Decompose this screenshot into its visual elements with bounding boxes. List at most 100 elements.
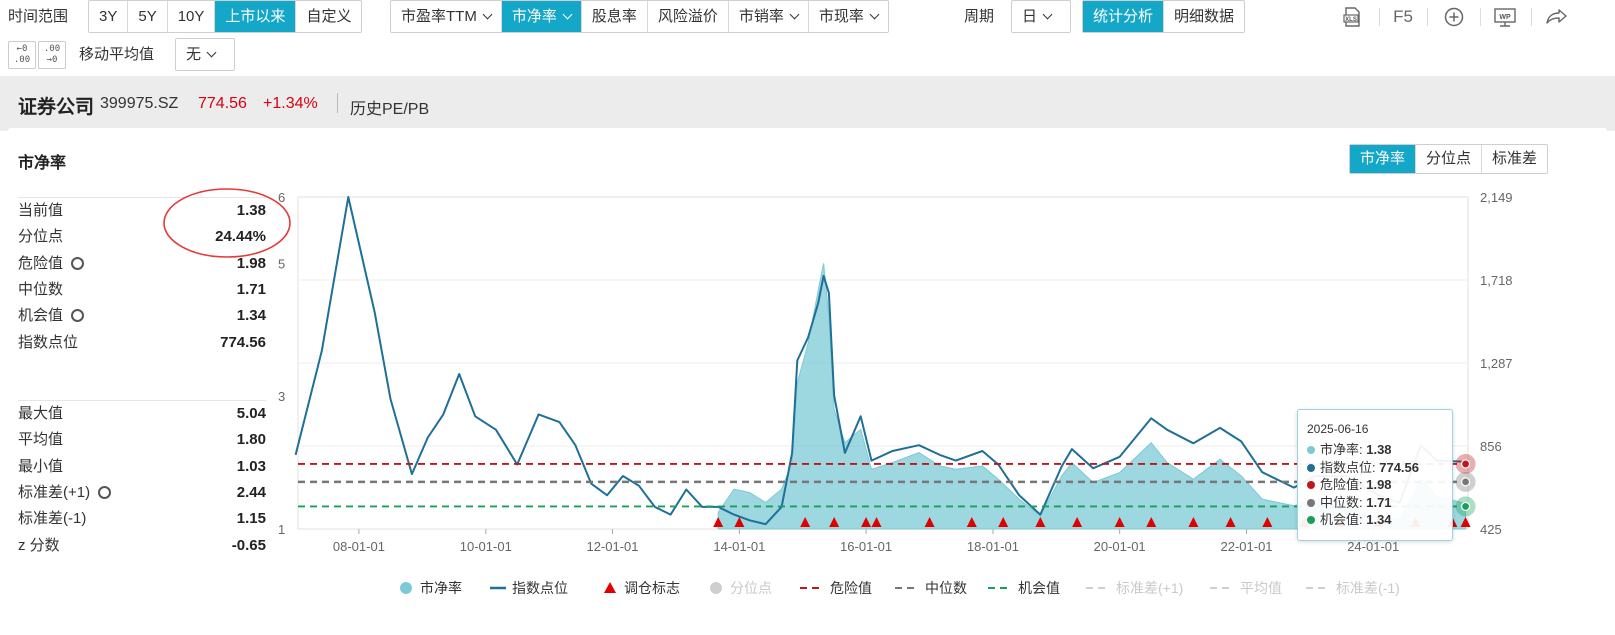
legend-item[interactable]: 中位数 [895, 578, 967, 598]
tooltip-dot-icon [1307, 498, 1315, 507]
panel-tab-2-label: 标准差 [1492, 150, 1538, 167]
chevron-down-icon [869, 9, 880, 20]
chevron-down-icon [482, 9, 493, 20]
signal-marker [1072, 517, 1083, 527]
stat-summary-value: 1.15 [236, 510, 266, 528]
panel-tab-0[interactable]: 市净率 [1350, 145, 1417, 173]
legend-item[interactable]: 平均值 [1210, 578, 1282, 598]
decimal-decrease-icon[interactable]: ←0.00 [8, 41, 36, 69]
view-button-0[interactable]: 统计分析 [1083, 1, 1165, 32]
x-tick-label: 18-01-01 [967, 539, 1019, 554]
legend-item[interactable]: 标准差(+1) [1086, 578, 1183, 598]
gear-icon[interactable] [98, 485, 112, 499]
history-pe-pb-link[interactable]: 历史PE/PB [350, 101, 430, 118]
metric-button-2[interactable]: 股息率 [582, 1, 648, 32]
stat-summary-label: 标准差(-1) [18, 510, 87, 528]
stat-value: 1.38 [236, 202, 266, 219]
range-button-1[interactable]: 5Y [128, 1, 168, 32]
legend-triangle-icon [604, 582, 616, 593]
metric-button-4[interactable]: 市销率 [729, 1, 809, 32]
metric-button-3[interactable]: 风险溢价 [648, 1, 729, 32]
x-tick-label: 08-01-01 [333, 539, 385, 554]
metric-button-0[interactable]: 市盈率TTM [391, 1, 502, 32]
legend-item[interactable]: 分位点 [708, 578, 772, 598]
x-tick-label: 12-01-01 [586, 539, 638, 554]
legend-dash-icon [800, 587, 824, 589]
range-button-0[interactable]: 3Y [89, 1, 129, 32]
pb-chart[interactable]: 1 3 5 6 2,149 1,718 1,287 856 425 08-01-01 10-01-0… [262, 182, 1615, 562]
x-tick-label: 22-01-01 [1221, 539, 1273, 554]
time-range-group: 3Y 5Y 10Y 上市以来 自定义 [88, 0, 363, 33]
toolbar-divider [1480, 8, 1481, 26]
toolbar-divider [1427, 8, 1428, 26]
range-button-4[interactable]: 自定义 [296, 1, 361, 32]
hover-point [1460, 459, 1471, 469]
legend-item[interactable]: 市净率 [398, 578, 462, 598]
gear-icon[interactable] [71, 309, 85, 323]
stat-summary-value: 1.03 [236, 457, 266, 475]
y-right-tick-label: 1,718 [1480, 273, 1513, 288]
tooltip-row: 机会值: 1.34 [1307, 509, 1392, 528]
range-button-3[interactable]: 上市以来 [215, 1, 297, 32]
x-tick-label: 16-01-01 [840, 539, 892, 554]
legend-label: 分位点 [730, 580, 772, 596]
chevron-down-icon [1042, 9, 1053, 20]
chevron-down-icon [206, 47, 217, 58]
stat-summary-row: 最小值 1.03 [18, 454, 266, 480]
legend-item[interactable]: 调仓标志 [602, 578, 680, 598]
tooltip-date: 2025-06-16 [1307, 422, 1369, 436]
metric-button-5[interactable]: 市现率 [809, 1, 888, 32]
stat-summary-value: -0.65 [231, 536, 266, 554]
hover-point [1460, 477, 1471, 487]
legend-item[interactable]: 机会值 [988, 578, 1060, 598]
y-right-tick-label: 2,149 [1480, 190, 1513, 205]
stat-summary-row: z 分数 -0.65 [18, 533, 266, 559]
signal-marker [861, 517, 872, 527]
stat-row: 危险值 1.98 [18, 251, 266, 277]
legend-dash-icon [895, 587, 919, 589]
legend-item[interactable]: 指数点位 [490, 578, 568, 598]
y-left-tick-label: 6 [278, 190, 285, 205]
legend-dash-icon [1086, 587, 1110, 589]
signal-marker [871, 517, 882, 527]
metric-button-1-label: 市净率 [511, 8, 557, 25]
panel-tabs: 市净率 分位点 标准差 [1349, 144, 1549, 174]
legend-label: 平均值 [1240, 580, 1282, 596]
tooltip-label: 危险值: [1320, 477, 1367, 492]
panel-tab-1[interactable]: 分位点 [1416, 145, 1483, 173]
tooltip-dot-icon [1307, 446, 1315, 454]
metric-button-2-label: 股息率 [591, 8, 637, 25]
f5-refresh-button[interactable]: F5 [1393, 7, 1413, 26]
panel-tab-2[interactable]: 标准差 [1482, 145, 1547, 173]
range-button-2[interactable]: 10Y [168, 1, 216, 32]
metric-button-1[interactable]: 市净率 [501, 1, 582, 32]
tooltip-dot-icon [1307, 516, 1315, 524]
legend-item[interactable]: 危险值 [800, 578, 872, 598]
stat-summary-row: 最大值 5.04 [18, 401, 266, 427]
period-select[interactable]: 日 [1011, 0, 1071, 33]
signal-marker [1188, 517, 1199, 527]
chevron-down-icon [562, 9, 573, 20]
toolbar-divider [1379, 8, 1380, 26]
stat-summary-value: 1.80 [236, 431, 266, 449]
add-circle-icon[interactable] [1437, 6, 1471, 28]
xls-export-icon[interactable]: XLS [1335, 6, 1369, 28]
x-tick-label: 10-01-01 [460, 539, 512, 554]
stat-summary-value: 5.04 [236, 405, 266, 422]
decimal-increase-icon[interactable]: .00 →0 [38, 41, 66, 69]
range-button-0-label: 3Y [99, 8, 118, 25]
tooltip-label: 指数点位: [1320, 459, 1380, 475]
stat-label: 当前值 [18, 202, 64, 219]
legend-item[interactable]: 标准差(-1) [1306, 578, 1400, 598]
legend-label: 中位数 [925, 580, 967, 596]
header-divider [337, 93, 338, 113]
view-button-1[interactable]: 明细数据 [1164, 1, 1244, 32]
share-icon[interactable] [1540, 6, 1574, 28]
x-tick-label: 20-01-01 [1094, 539, 1146, 554]
wp-icon[interactable]: WP [1488, 6, 1522, 28]
svg-text:XLS: XLS [1345, 17, 1357, 23]
metric-button-0-label: 市盈率TTM [401, 8, 477, 25]
gear-icon[interactable] [71, 256, 85, 270]
stat-summary-row: 平均值 1.80 [18, 427, 266, 453]
moving-average-select[interactable]: 无 [175, 38, 235, 71]
